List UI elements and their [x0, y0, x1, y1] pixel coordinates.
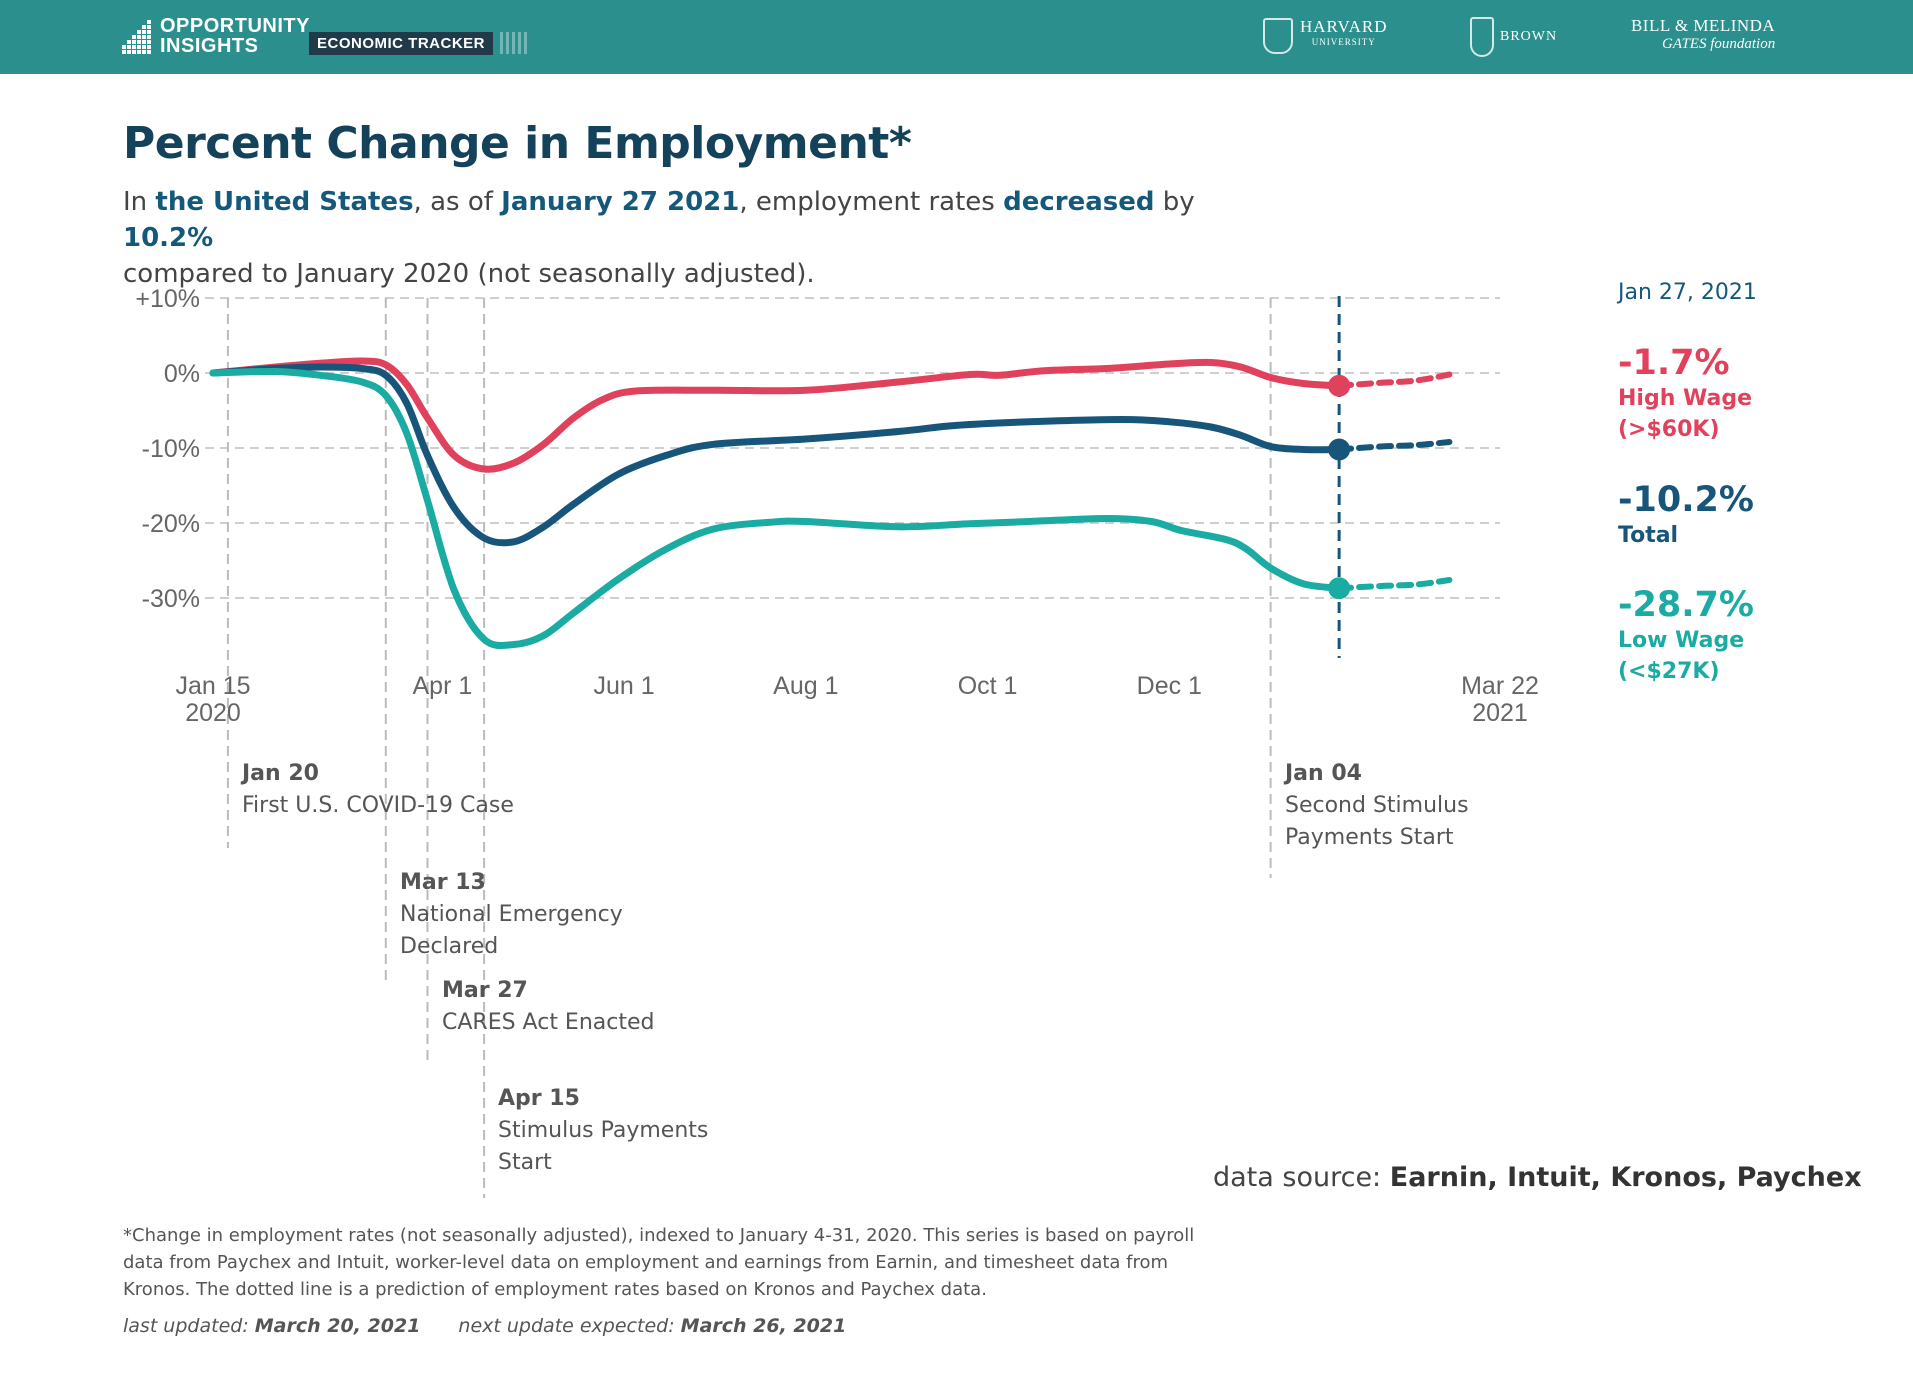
total-current-point [1328, 438, 1351, 461]
low-wage-current-point [1328, 577, 1351, 600]
annotation-lines [226, 296, 1341, 1198]
annotation-date: Mar 27 [442, 978, 528, 1003]
subtitle-location[interactable]: the United States [155, 187, 414, 217]
data-source: data source: Earnin, Intuit, Kronos, Pay… [1213, 1162, 1862, 1193]
logo-line-1: OPPORTUNITY [160, 15, 310, 37]
update-info: last updated: March 20, 2021 next update … [123, 1315, 846, 1337]
header-bar: OPPORTUNITY INSIGHTS ECONOMIC TRACKER HA… [0, 0, 1913, 74]
data-source-value: Earnin, Intuit, Kronos, Paychex [1389, 1162, 1862, 1193]
low-wage-label: Low Wage [1618, 628, 1745, 653]
high-wage-readout: -1.7% High Wage (>$60K) [1618, 343, 1752, 445]
high-wage-projection-line [1336, 371, 1453, 389]
brown-name: BROWN [1500, 29, 1558, 44]
total-value: -10.2% [1618, 480, 1754, 520]
opportunity-insights-logo[interactable]: OPPORTUNITY INSIGHTS [160, 16, 310, 56]
brown-logo[interactable]: BROWN [1500, 27, 1557, 45]
low-wage-line [209, 367, 1343, 649]
x-tick-year-label: 2021 [1472, 699, 1528, 727]
logo-line-2: INSIGHTS [160, 35, 259, 57]
x-tick-label: Jun 1 [594, 672, 655, 700]
chart-series [209, 357, 1453, 649]
harvard-logo[interactable]: HARVARD UNIVERSITY [1300, 17, 1388, 47]
x-tick-year-label: 2020 [185, 699, 241, 727]
annotation-date: Mar 13 [400, 870, 486, 895]
high-wage-label: High Wage [1618, 386, 1753, 411]
low-wage-readout: -28.7% Low Wage (<$27K) [1618, 585, 1754, 687]
annotation-text: Second Stimulus [1285, 793, 1469, 818]
y-tick-label: -20% [142, 510, 200, 538]
harvard-shield-icon [1263, 18, 1293, 54]
x-tick-label: Jan 15 [175, 672, 250, 700]
annotation-text: Start [498, 1150, 552, 1175]
total-projection-line [1336, 439, 1453, 453]
x-tick-label: Mar 22 [1461, 672, 1539, 700]
economic-tracker-badge[interactable]: ECONOMIC TRACKER [309, 32, 493, 55]
total-readout: -10.2% Total [1618, 480, 1754, 551]
annotation-text: Declared [400, 934, 498, 959]
gates-line-2: GATES foundation [1662, 36, 1776, 52]
cursor-date-label: Jan 27, 2021 [1618, 280, 1757, 305]
annotation-text: First U.S. COVID-19 Case [242, 793, 514, 818]
subtitle-part: , employment rates [739, 187, 1004, 217]
low-wage-sublabel: (<$27K) [1618, 659, 1720, 684]
brown-shield-icon [1470, 17, 1494, 57]
y-tick-label: +10% [135, 285, 200, 313]
low-wage-projection-line [1336, 577, 1453, 592]
x-tick-label: Aug 1 [773, 672, 838, 700]
low-wage-value: -28.7% [1618, 585, 1754, 625]
next-update-label: next update expected: [458, 1315, 675, 1337]
last-updated-label: last updated: [123, 1315, 249, 1337]
subtitle-direction: decreased [1003, 187, 1155, 217]
subtitle-amount: 10.2% [123, 223, 214, 253]
opportunity-insights-logo-icon [122, 20, 152, 54]
subtitle-part: In [123, 187, 156, 217]
y-tick-label: 0% [164, 360, 200, 388]
y-tick-label: -30% [142, 585, 200, 613]
gates-line-1: BILL & MELINDA [1630, 16, 1776, 35]
annotation-text: National Emergency [400, 902, 623, 927]
subtitle-date: January 27 2021 [501, 187, 740, 217]
harvard-sub: UNIVERSITY [1311, 37, 1376, 47]
gates-foundation-logo[interactable]: BILL & MELINDA GATES foundation [1622, 16, 1775, 53]
last-updated-value: March 20, 2021 [254, 1315, 421, 1337]
annotation-text: Stimulus Payments [498, 1118, 708, 1143]
subtitle-part: by [1154, 187, 1195, 217]
next-update-value: March 26, 2021 [680, 1315, 847, 1337]
x-tick-label: Dec 1 [1137, 672, 1202, 700]
annotation-date: Jan 04 [1283, 761, 1362, 786]
y-tick-label: -10% [142, 435, 200, 463]
annotation-text: Payments Start [1285, 825, 1454, 850]
total-line [209, 363, 1343, 547]
subtitle-part: , as of [413, 187, 502, 217]
subtitle-part: compared to January 2020 (not seasonally… [123, 259, 815, 289]
data-source-label: data source: [1213, 1162, 1382, 1193]
annotation-date: Apr 15 [498, 1086, 580, 1111]
annotation-date: Jan 20 [240, 761, 319, 786]
x-tick-label: Apr 1 [413, 672, 473, 700]
chart-annotations: Jan 20 First U.S. COVID-19 Case Mar 13 Nati… [240, 761, 1469, 1175]
total-label: Total [1618, 523, 1679, 548]
page-title: Percent Change in Employment* [123, 118, 912, 169]
high-wage-value: -1.7% [1618, 343, 1730, 383]
page-subtitle: In the United States, as of January 27 2… [123, 184, 1273, 292]
x-tick-label: Oct 1 [958, 672, 1018, 700]
annotation-text: CARES Act Enacted [442, 1010, 654, 1035]
high-wage-line [209, 357, 1343, 473]
high-wage-sublabel: (>$60K) [1618, 417, 1720, 442]
tracker-stripes-decoration [500, 32, 530, 54]
harvard-name: HARVARD [1300, 17, 1388, 36]
footnote: *Change in employment rates (not seasona… [123, 1225, 1195, 1300]
high-wage-current-point [1328, 374, 1351, 397]
